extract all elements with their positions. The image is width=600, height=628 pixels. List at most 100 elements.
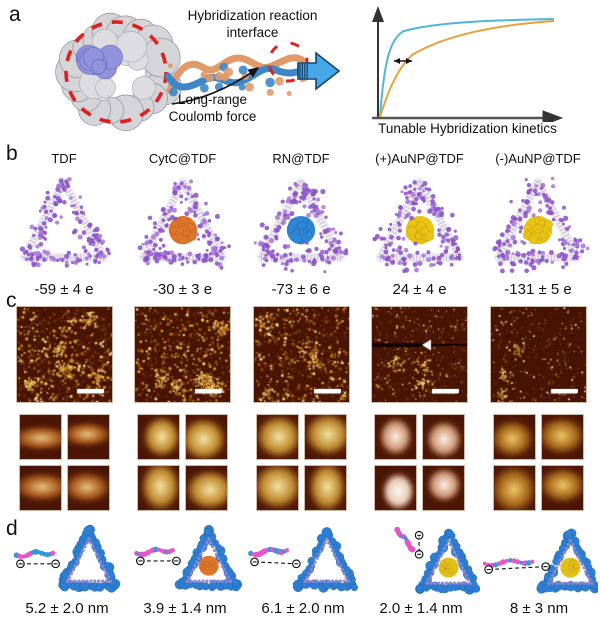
charge-distance-model bbox=[394, 526, 480, 595]
afm-zoom-tile bbox=[185, 414, 228, 460]
block-arrow-icon bbox=[297, 51, 341, 91]
afm-zoom-tile bbox=[303, 465, 347, 511]
scale-bar bbox=[314, 389, 341, 393]
tdf-structure-model bbox=[19, 177, 111, 268]
neg-aunp-tdf-column: (-)AuNP@TDF -131 ± 5 e bbox=[482, 151, 594, 298]
afm-zoom-tile bbox=[66, 465, 110, 511]
afm-zoom-tile bbox=[185, 465, 228, 511]
afm-zoom-tile bbox=[422, 414, 465, 460]
hybridization-kinetics-chart bbox=[372, 6, 564, 122]
panel-a-label: a bbox=[9, 3, 21, 26]
charge-distance-model bbox=[13, 524, 121, 593]
distance-value: 6.1 ± 2.0 nm bbox=[261, 600, 345, 617]
afm-zoom-grid-rn-tdf bbox=[255, 414, 347, 511]
structure-name: CytC@TDF bbox=[148, 151, 217, 166]
charge-marker-icon bbox=[250, 557, 259, 567]
distance-model-pos-aunp-tdf: 2.0 ± 1.4 nm bbox=[362, 522, 480, 617]
afm-zoom-tile bbox=[137, 414, 180, 460]
charge-distance-model bbox=[134, 524, 243, 592]
coulomb-force-caption: Long-range Coulomb force bbox=[150, 92, 275, 126]
cytc-tdf-structure-model bbox=[137, 177, 231, 270]
net-charge-value: -30 ± 3 e bbox=[152, 281, 213, 298]
afm-row bbox=[8, 306, 594, 403]
afm-image-cytc-tdf bbox=[134, 306, 231, 403]
afm-zoom-tile bbox=[492, 465, 536, 511]
afm-zoom-tile bbox=[255, 414, 299, 460]
coulomb-force-caption-line2: Coulomb force bbox=[168, 108, 257, 124]
panel-d-label: d bbox=[6, 517, 18, 540]
scale-bar bbox=[77, 389, 104, 393]
pos-aunp-tdf-column: (+)AuNP@TDF 24 ± 4 e bbox=[364, 151, 476, 298]
charge-distance-model bbox=[248, 527, 358, 593]
panel-c-label: c bbox=[6, 289, 17, 312]
net-charge-value: 24 ± 4 e bbox=[392, 281, 447, 298]
rn-tdf-column: RN@TDF -73 ± 6 e bbox=[245, 151, 357, 298]
rn-tdf-structure-model bbox=[253, 177, 349, 274]
afm-zoom-tile bbox=[303, 414, 347, 460]
panel-b-row: TDF -59 ± 4 e CytC@TDF -30 ± 3 e RN@TDF … bbox=[8, 151, 594, 298]
scale-bar bbox=[551, 389, 578, 393]
afm-image-tdf bbox=[15, 306, 113, 403]
afm-zoom-tile bbox=[374, 465, 417, 511]
distance-value: 5.2 ± 2.0 nm bbox=[25, 600, 109, 617]
afm-zoom-tile bbox=[540, 465, 584, 511]
cytc-tdf-column: CytC@TDF -30 ± 3 e bbox=[127, 151, 239, 298]
distance-model-cytc-tdf: 3.9 ± 1.4 nm bbox=[126, 522, 244, 617]
distance-value: 8 ± 3 nm bbox=[509, 600, 569, 617]
pos-aunp-tdf-structure-model bbox=[372, 177, 464, 274]
afm-zoom-tile bbox=[422, 465, 465, 511]
interface-caption-line1: Hybridization reaction bbox=[187, 8, 318, 23]
net-charge-value: -59 ± 4 e bbox=[34, 281, 94, 298]
charge-marker-icon bbox=[291, 559, 301, 569]
kinetics-shift-arrow-icon bbox=[394, 58, 412, 64]
afm-zoom-grid-neg-aunp-tdf bbox=[492, 414, 584, 511]
interface-caption-line2: interface bbox=[226, 24, 279, 40]
chart-x-axis-label: Tunable Hybridization kinetics bbox=[378, 121, 557, 136]
scale-bar bbox=[196, 389, 222, 393]
coulomb-force-caption-line1: Long-range bbox=[177, 92, 248, 107]
afm-zoom-tile bbox=[540, 414, 584, 460]
afm-image-pos-aunp-tdf bbox=[371, 306, 468, 403]
nanoparticle-dna-illustration bbox=[55, 12, 312, 131]
distance-value: 3.9 ± 1.4 nm bbox=[143, 600, 227, 617]
afm-zoom-tile bbox=[137, 465, 180, 511]
afm-image-neg-aunp-tdf bbox=[489, 306, 587, 403]
afm-zoom-grid-cytc-tdf bbox=[137, 414, 228, 511]
structure-name: RN@TDF bbox=[272, 151, 330, 166]
charge-marker-icon bbox=[414, 530, 424, 540]
afm-zoom-tile bbox=[492, 414, 536, 460]
afm-zoom-tile bbox=[66, 414, 110, 460]
tdf-column: TDF -59 ± 4 e bbox=[8, 151, 120, 298]
neg-aunp-tdf-structure-model bbox=[492, 176, 590, 274]
afm-zoom-tile bbox=[255, 465, 299, 511]
afm-zoom-tile bbox=[374, 414, 417, 460]
distance-model-tdf: 5.2 ± 2.0 nm bbox=[8, 522, 126, 617]
distance-value: 2.0 ± 1.4 nm bbox=[379, 600, 463, 617]
charge-distance-model bbox=[482, 528, 598, 594]
charge-marker-icon bbox=[172, 556, 181, 566]
structure-name: TDF bbox=[51, 151, 77, 166]
charge-marker-icon bbox=[541, 562, 551, 572]
panel-d-row: 5.2 ± 2.0 nm 3.9 ± 1.4 nm 6.1 ± 2.0 nm 2… bbox=[8, 522, 598, 617]
charge-marker-icon bbox=[484, 565, 494, 574]
charge-marker-icon bbox=[135, 556, 145, 566]
interface-caption: Hybridization reaction interface bbox=[155, 8, 350, 42]
net-charge-value: -73 ± 6 e bbox=[271, 281, 331, 298]
structure-name: (+)AuNP@TDF bbox=[375, 151, 464, 166]
scale-bar bbox=[433, 389, 459, 393]
afm-image-rn-tdf bbox=[252, 306, 350, 403]
distance-model-rn-tdf: 6.1 ± 2.0 nm bbox=[244, 522, 362, 617]
panel-b-label: b bbox=[6, 142, 18, 165]
charge-marker-icon bbox=[414, 549, 424, 559]
afm-zoom-tile bbox=[18, 465, 62, 511]
afm-zoom-grid-pos-aunp-tdf bbox=[374, 414, 465, 511]
structure-name: (-)AuNP@TDF bbox=[495, 151, 581, 166]
charge-marker-icon bbox=[51, 559, 60, 569]
afm-zoom-grid-tdf bbox=[18, 414, 110, 511]
distance-model-neg-aunp-tdf: 8 ± 3 nm bbox=[480, 522, 598, 617]
net-charge-value: -131 ± 5 e bbox=[504, 281, 572, 298]
afm-zoom-row bbox=[8, 414, 594, 511]
charge-marker-icon bbox=[16, 559, 25, 569]
afm-zoom-tile bbox=[18, 414, 62, 460]
